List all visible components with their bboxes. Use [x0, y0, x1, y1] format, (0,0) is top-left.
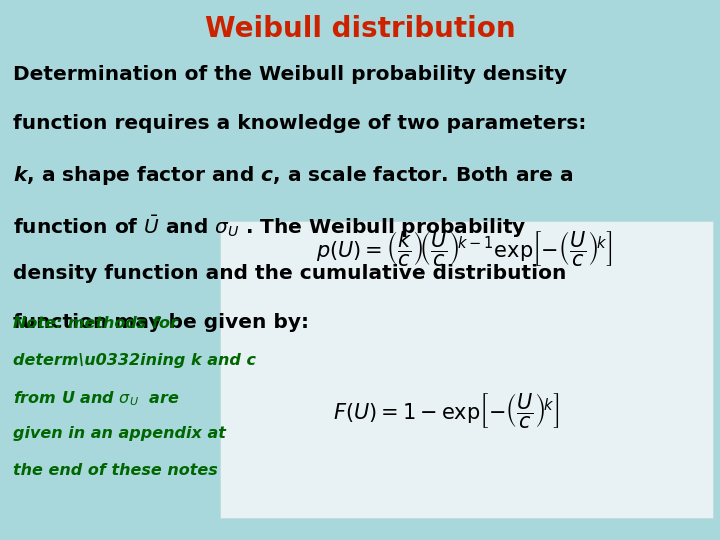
Text: from U and $\sigma_U$  are: from U and $\sigma_U$ are — [13, 389, 180, 408]
Text: Note: methods for: Note: methods for — [13, 316, 178, 331]
Text: $p(U)=\left(\dfrac{k}{c}\right)\!\left(\dfrac{U}{c}\right)^{\!k-1}\exp\!\left[-\: $p(U)=\left(\dfrac{k}{c}\right)\!\left(\… — [316, 230, 613, 268]
Text: given in an appendix at: given in an appendix at — [13, 426, 226, 441]
FancyBboxPatch shape — [220, 221, 713, 518]
Text: $F(U)=1-\exp\!\left[-\left(\dfrac{U}{c}\right)^{\!k}\right]$: $F(U)=1-\exp\!\left[-\left(\dfrac{U}{c}\… — [333, 392, 559, 430]
Text: determ\u0332ining k and c: determ\u0332ining k and c — [13, 353, 256, 368]
Text: function of $\boldsymbol{\bar{U}}$ and $\boldsymbol{\sigma_U}$ . The Weibull pro: function of $\boldsymbol{\bar{U}}$ and $… — [13, 214, 526, 240]
Text: function may be given by:: function may be given by: — [13, 313, 309, 332]
Text: Weibull distribution: Weibull distribution — [204, 15, 516, 43]
Text: function requires a knowledge of two parameters:: function requires a knowledge of two par… — [13, 114, 586, 133]
Text: density function and the cumulative distribution: density function and the cumulative dist… — [13, 264, 567, 282]
Text: $\boldsymbol{k}$, a shape factor and $\boldsymbol{c}$, a scale factor. Both are : $\boldsymbol{k}$, a shape factor and $\b… — [13, 164, 573, 187]
Text: Determination of the Weibull probability density: Determination of the Weibull probability… — [13, 65, 567, 84]
Text: the end of these notes: the end of these notes — [13, 463, 217, 478]
